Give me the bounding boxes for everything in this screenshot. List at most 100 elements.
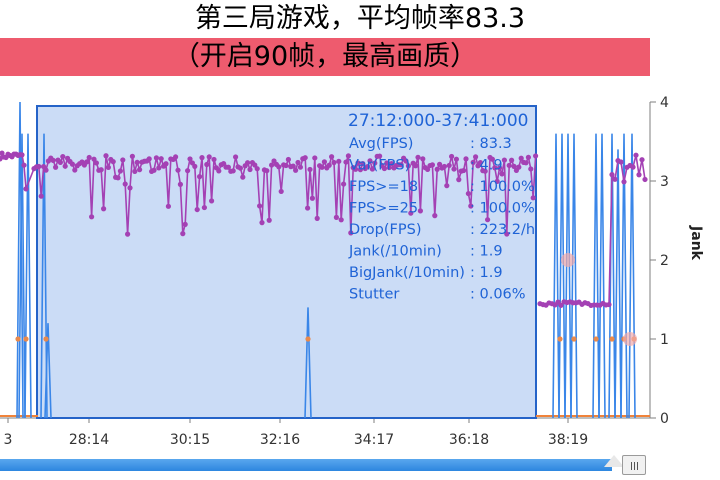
fps-point xyxy=(204,161,210,168)
fps-point xyxy=(36,163,42,170)
scrollbar-track[interactable] xyxy=(0,459,612,471)
fps-point xyxy=(57,159,64,165)
fps-point xyxy=(283,162,289,169)
jank-spike xyxy=(552,133,560,419)
fps-point xyxy=(266,217,272,223)
stats-value: : 223.2/h xyxy=(470,222,535,238)
fps-point xyxy=(642,176,648,183)
fps-series xyxy=(0,150,648,309)
scrollbar-arrow-icon[interactable] xyxy=(604,455,624,467)
fps-point xyxy=(254,166,260,172)
fps-point xyxy=(257,203,263,209)
right-axis-ticks: 0 1 2 3 4 xyxy=(650,95,669,427)
fps-point xyxy=(499,171,505,177)
jank-point xyxy=(23,336,29,342)
fps-point xyxy=(369,166,375,172)
fps-point xyxy=(343,159,349,165)
fps-point xyxy=(182,221,188,227)
fps-point xyxy=(127,185,133,191)
fps-point xyxy=(180,231,186,237)
fps-point xyxy=(158,156,164,162)
fps-point xyxy=(367,158,373,164)
fps-point xyxy=(425,166,431,173)
stats-panel: 27:12:000-37:41:000 Avg(FPS): 83.3 Var(FP… xyxy=(348,111,535,303)
fps-point xyxy=(331,159,337,166)
fps-point xyxy=(285,156,291,163)
fps-point xyxy=(530,195,536,201)
fps-point xyxy=(230,168,236,174)
fps-point xyxy=(216,168,222,174)
fps-point xyxy=(558,302,564,308)
jank-spike xyxy=(558,133,566,419)
jank-point xyxy=(593,336,599,342)
fps-point xyxy=(115,175,121,181)
fps-point xyxy=(377,153,383,159)
y2-tick-label: 0 xyxy=(660,411,669,427)
stats-value: : 1.9 xyxy=(470,265,503,281)
fps-point xyxy=(225,164,231,170)
fps-point xyxy=(360,160,366,167)
fps-point xyxy=(151,167,157,173)
fps-point xyxy=(312,155,318,161)
fps-point xyxy=(146,156,152,162)
fps-point xyxy=(185,168,191,174)
fps-point xyxy=(314,215,320,221)
fps-point xyxy=(0,150,5,156)
stats-value: : 0.06% xyxy=(470,287,526,303)
fps-point xyxy=(470,159,476,165)
fps-point xyxy=(187,156,193,162)
fps-point xyxy=(528,166,534,172)
fps-point xyxy=(247,166,253,173)
jank-spike xyxy=(18,133,26,419)
fps-point xyxy=(606,301,612,308)
fps-point xyxy=(365,164,371,170)
fps-point xyxy=(197,174,203,180)
fps-point xyxy=(264,168,270,174)
jank-spike xyxy=(44,323,52,419)
fps-point xyxy=(50,157,56,163)
fps-point xyxy=(336,158,342,164)
fps-point xyxy=(19,152,25,158)
scrollbar-grip[interactable] xyxy=(622,455,646,475)
fps-point xyxy=(630,164,636,170)
fps-point xyxy=(105,164,111,171)
fps-point xyxy=(153,155,159,161)
stats-value: : 100.0% xyxy=(470,201,535,217)
fps-point xyxy=(333,214,339,220)
fps-point xyxy=(84,159,90,165)
timeline-scrollbar[interactable] xyxy=(0,452,650,478)
fps-point xyxy=(482,168,488,174)
fps-point xyxy=(290,163,296,169)
fps-point xyxy=(269,162,275,168)
jank-spike xyxy=(608,133,616,419)
x-tick-label: 34:17 xyxy=(354,432,394,448)
fps-point xyxy=(60,153,66,160)
fps-point xyxy=(137,167,143,173)
jank-spike xyxy=(40,133,48,419)
stats-value: : 4.9 xyxy=(470,158,503,174)
stats-label: FPS>=18 xyxy=(349,179,418,195)
fps-point xyxy=(199,155,205,161)
fps-point xyxy=(93,160,99,166)
jank-spike xyxy=(592,133,600,419)
stats-label: Jank(/10min) xyxy=(348,244,442,260)
y2-tick-label: 1 xyxy=(660,332,669,348)
fps-point xyxy=(446,162,452,169)
fps-point xyxy=(338,217,344,223)
fps-point xyxy=(489,156,495,162)
fps-line xyxy=(0,151,537,235)
fps-jank-chart[interactable]: 0 1 2 3 4 Jank 3 28:14 30:15 32:16 34:17 36:18 38:… xyxy=(0,76,720,452)
fps-point xyxy=(398,162,404,168)
fps-point xyxy=(468,203,474,209)
fps-point xyxy=(348,230,354,236)
fps-point xyxy=(23,186,29,192)
fps-point xyxy=(389,161,395,167)
fps-point xyxy=(429,162,435,168)
selection-region[interactable] xyxy=(36,105,537,419)
fps-point xyxy=(609,172,615,178)
fps-point xyxy=(621,179,627,185)
jank-series xyxy=(15,101,637,419)
fps-point xyxy=(453,156,459,162)
fps-point xyxy=(86,154,92,161)
jank-spike xyxy=(16,101,24,419)
